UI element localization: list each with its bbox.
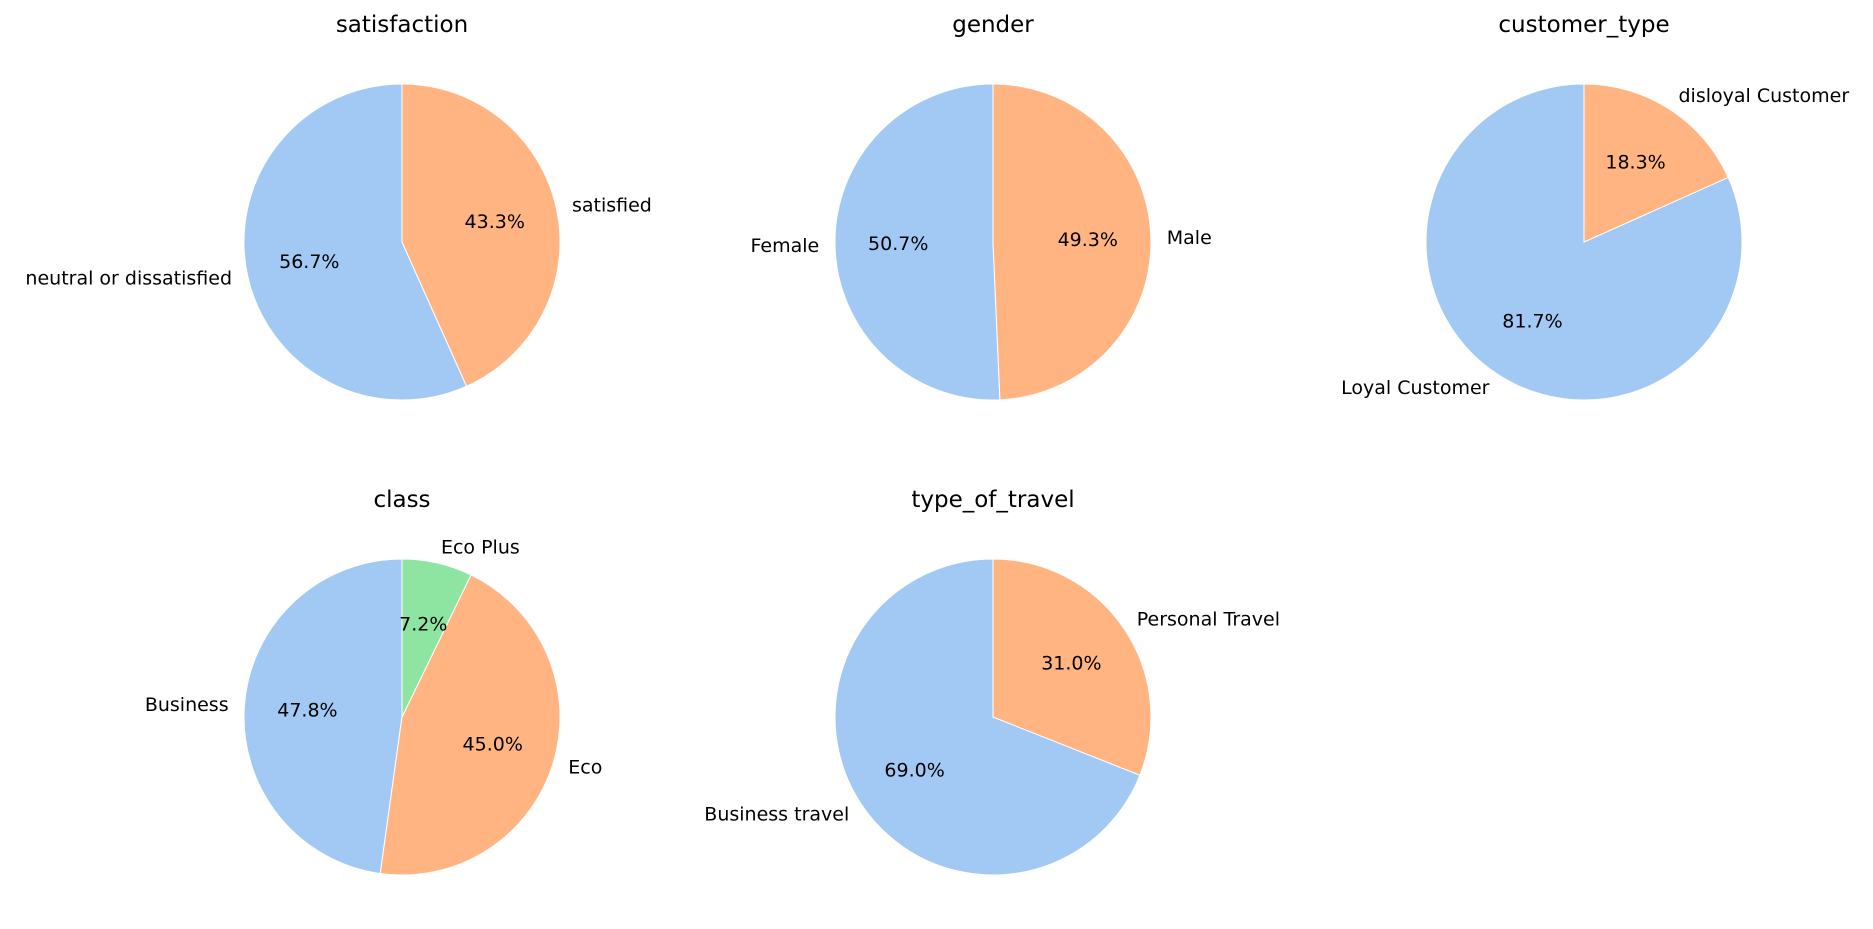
pie-slice-business xyxy=(243,558,403,875)
pie-chart-satisfaction: satisfaction neutral or dissatisfied 56.7… xyxy=(25,12,652,401)
percent-label: 81.7% xyxy=(1502,311,1562,333)
pie-slice-eco-plus xyxy=(401,558,472,718)
percent-label: 45.0% xyxy=(463,734,523,756)
pie-chart-customer-type: customer_type Loyal Customer 81.7% disloya… xyxy=(1341,12,1850,401)
chart-title: gender xyxy=(952,12,1034,38)
slice-label: disloyal Customer xyxy=(1679,85,1850,107)
slice-label: Eco Plus xyxy=(441,537,520,559)
pie-slice-eco xyxy=(379,574,561,876)
pie-slice-disloyal-customer xyxy=(1583,83,1729,243)
slice-label: Business travel xyxy=(704,804,849,826)
slice-label: Personal Travel xyxy=(1137,608,1280,630)
slice-label: Eco xyxy=(568,757,602,779)
slice-label: Male xyxy=(1167,227,1212,249)
slice-label: satisfied xyxy=(572,195,652,217)
percent-label: 69.0% xyxy=(884,759,944,781)
pie-slice-satisfied xyxy=(401,83,561,387)
pie-chart-class: class Business 47.8% Eco 45.0% Eco Plus 7.2% xyxy=(145,487,602,876)
pie-slice-female xyxy=(834,83,1001,401)
slice-label: Loyal Customer xyxy=(1341,377,1490,399)
percent-label: 49.3% xyxy=(1058,229,1118,251)
percent-label: 47.8% xyxy=(277,699,337,721)
pie-slice-personal-travel xyxy=(992,558,1152,776)
slice-label: Business xyxy=(145,694,229,716)
percent-label: 43.3% xyxy=(465,211,525,233)
pie-slice-business-travel xyxy=(834,558,1141,876)
chart-title: type_of_travel xyxy=(911,487,1074,513)
pie-chart-gender: gender Female 50.7% Male 49.3% xyxy=(751,12,1212,401)
percent-label: 18.3% xyxy=(1605,151,1665,173)
chart-title: satisfaction xyxy=(336,12,468,38)
pie-slice-male xyxy=(992,83,1152,401)
percent-label: 7.2% xyxy=(399,614,447,636)
slice-label: neutral or dissatisfied xyxy=(25,267,232,289)
pie-chart-type-of-travel: type_of_travel Business travel 69.0% Perso… xyxy=(704,487,1280,876)
pie-slice-neutral-or-dissatisfied xyxy=(243,83,468,401)
chart-title: customer_type xyxy=(1498,12,1669,38)
slice-label: Female xyxy=(751,235,820,257)
percent-label: 50.7% xyxy=(868,233,928,255)
percent-label: 31.0% xyxy=(1041,653,1101,675)
percent-label: 56.7% xyxy=(279,251,339,273)
chart-title: class xyxy=(373,487,430,513)
